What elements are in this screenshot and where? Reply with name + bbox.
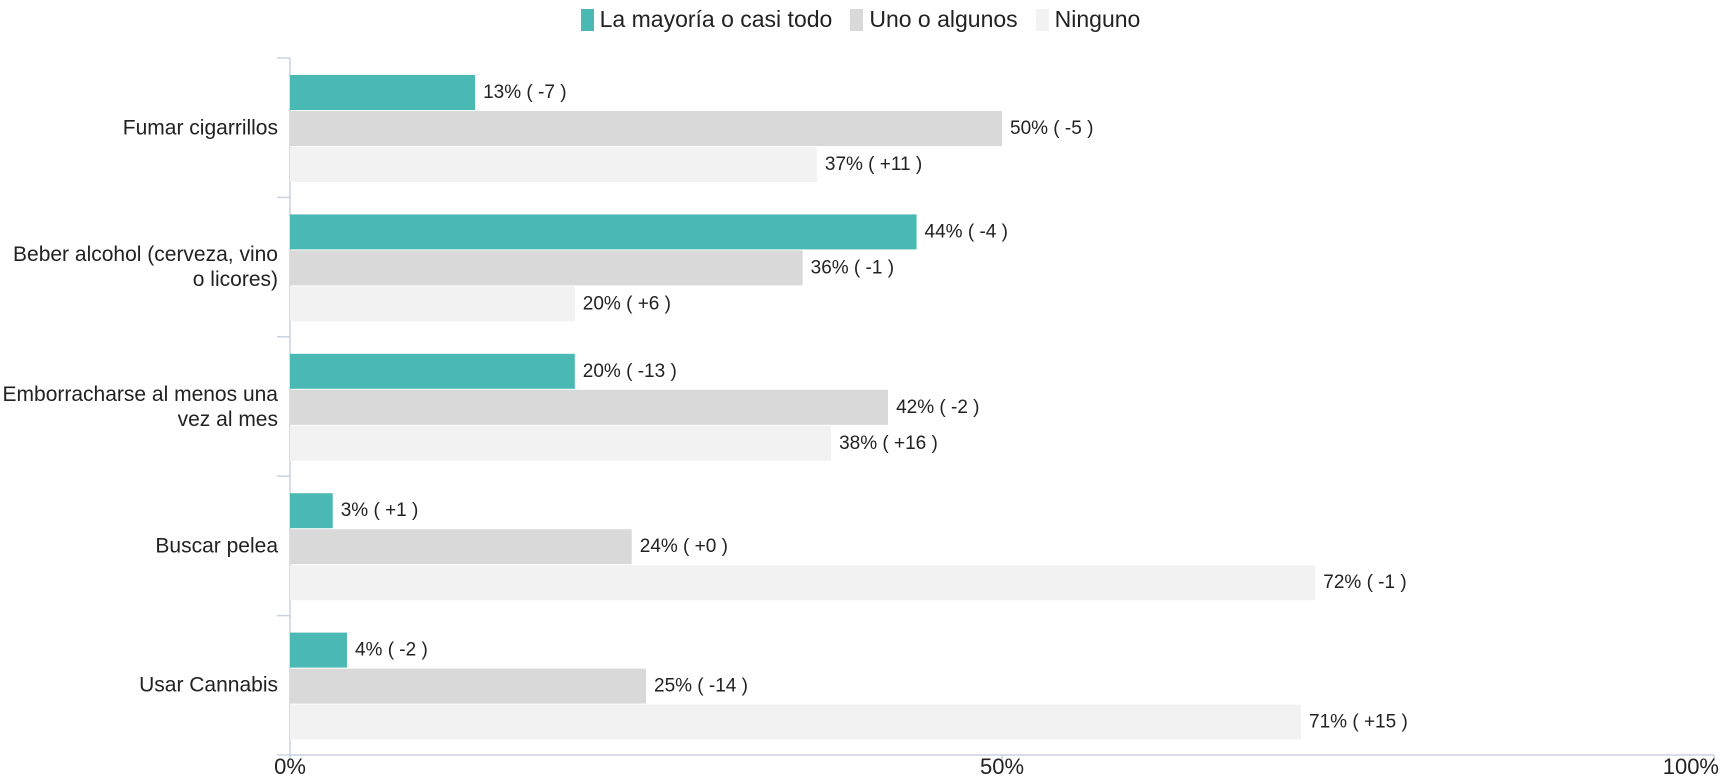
bar bbox=[290, 75, 476, 110]
category-label: Beber alcohol (cerveza, vino o licores) bbox=[13, 243, 278, 292]
data-label: 44% ( -4 ) bbox=[925, 221, 1008, 242]
bar bbox=[290, 111, 1002, 146]
category-label: Emborracharse al menos una vez al mes bbox=[2, 382, 278, 431]
bar bbox=[290, 632, 347, 668]
data-label: 71% ( +15 ) bbox=[1309, 712, 1408, 733]
legend: La mayoría o casi todo Uno o algunos Ningu… bbox=[0, 6, 1721, 33]
x-tick-label: 100% bbox=[1663, 754, 1719, 778]
bar bbox=[290, 353, 575, 389]
data-label: 4% ( -2 ) bbox=[355, 640, 428, 661]
data-label: 50% ( -5 ) bbox=[1010, 118, 1093, 139]
bar bbox=[290, 147, 817, 182]
bar bbox=[290, 286, 575, 322]
category-label: Buscar pelea bbox=[155, 534, 278, 558]
x-tick-label: 50% bbox=[980, 754, 1024, 778]
data-label: 37% ( +11 ) bbox=[825, 154, 922, 175]
legend-label: Uno o algunos bbox=[869, 6, 1018, 32]
bar bbox=[290, 214, 917, 250]
legend-label: La mayoría o casi todo bbox=[599, 6, 833, 32]
category-label: Usar Cannabis bbox=[139, 673, 278, 697]
bar bbox=[290, 668, 646, 704]
data-label: 13% ( -7 ) bbox=[483, 82, 566, 103]
legend-swatch bbox=[1035, 8, 1049, 31]
data-label: 36% ( -1 ) bbox=[811, 257, 894, 278]
legend-label: Ninguno bbox=[1054, 6, 1141, 32]
bar bbox=[290, 565, 1316, 601]
category-label: Fumar cigarrillos bbox=[122, 116, 278, 140]
legend-item: La mayoría o casi todo bbox=[580, 6, 833, 33]
data-label: 20% ( +6 ) bbox=[583, 293, 671, 314]
bar bbox=[290, 529, 632, 565]
bar bbox=[290, 425, 832, 461]
legend-swatch bbox=[580, 8, 594, 31]
legend-swatch bbox=[850, 8, 864, 31]
data-label: 3% ( +1 ) bbox=[341, 500, 419, 521]
bar bbox=[290, 704, 1302, 740]
data-label: 38% ( +16 ) bbox=[839, 433, 938, 454]
bar bbox=[290, 493, 333, 529]
legend-item: Ninguno bbox=[1035, 6, 1141, 33]
data-label: 72% ( -1 ) bbox=[1323, 572, 1406, 593]
legend-item: Uno o algunos bbox=[850, 6, 1018, 33]
x-tick-label: 0% bbox=[274, 754, 306, 778]
data-label: 42% ( -2 ) bbox=[896, 397, 979, 418]
bar bbox=[290, 389, 889, 425]
data-label: 24% ( +0 ) bbox=[640, 536, 728, 557]
data-label: 20% ( -13 ) bbox=[583, 361, 677, 382]
bar bbox=[290, 250, 803, 286]
data-label: 25% ( -14 ) bbox=[654, 676, 748, 697]
